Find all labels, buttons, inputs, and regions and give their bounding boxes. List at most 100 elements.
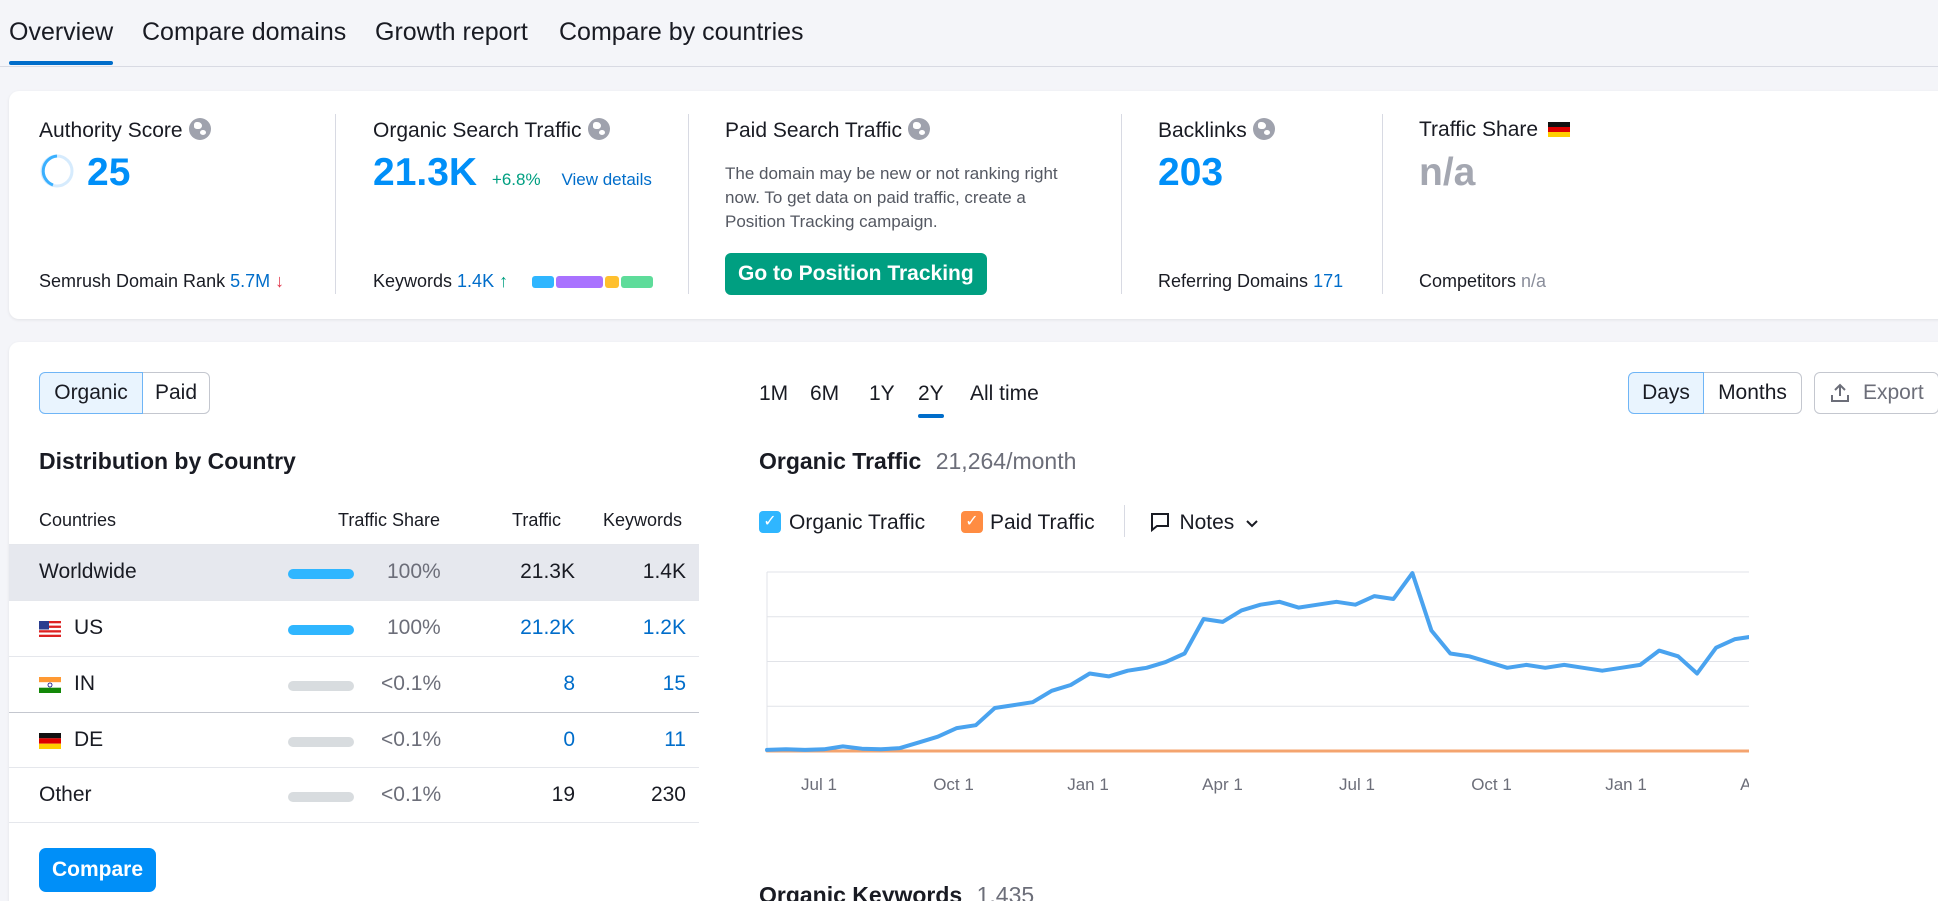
keywords-value[interactable]: 11: [664, 728, 686, 751]
legend-organic-traffic[interactable]: Organic Traffic: [789, 511, 926, 534]
table-row[interactable]: Other <0.1% 19 230: [9, 767, 699, 823]
table-row[interactable]: IN <0.1% 8 15: [9, 656, 699, 712]
germany-flag-icon: [39, 733, 61, 749]
months-toggle[interactable]: Months: [1703, 372, 1802, 414]
share-value: <0.1%: [381, 672, 442, 695]
arrow-up-icon: ↑: [499, 271, 509, 291]
keywords-value: 1.4K: [642, 560, 686, 583]
country-name: Other: [39, 783, 92, 806]
col-traffic[interactable]: Traffic: [512, 510, 562, 530]
organic-traffic-checkbox[interactable]: ✓: [759, 511, 781, 533]
globe-icon[interactable]: [188, 118, 211, 140]
period-1m[interactable]: 1M: [759, 382, 789, 405]
traffic-value: 19: [551, 783, 575, 806]
period-2y[interactable]: 2Y: [918, 382, 944, 418]
traffic-value: 21.3K: [520, 560, 575, 583]
organic-traffic-value[interactable]: 21.3K: [373, 151, 478, 194]
traffic-value[interactable]: 8: [563, 672, 575, 695]
competitors-label: Competitors: [1419, 271, 1517, 291]
backlinks-label: Backlinks: [1158, 119, 1247, 142]
paid-traffic-label-wrap: Paid Search Traffic: [725, 118, 931, 143]
traffic-value[interactable]: 0: [563, 728, 575, 751]
legend-paid-traffic[interactable]: Paid Traffic: [990, 511, 1095, 534]
period-all-time[interactable]: All time: [970, 382, 1039, 405]
globe-icon[interactable]: [1252, 118, 1275, 140]
x-tick-label: Apr 1: [1740, 775, 1749, 794]
globe-icon[interactable]: [908, 118, 931, 140]
traffic-share-label-wrap: Traffic Share: [1419, 118, 1570, 142]
table-row[interactable]: DE <0.1% 0 11: [9, 712, 699, 768]
domain-rank-value[interactable]: 5.7M: [230, 271, 271, 291]
table-row[interactable]: Worldwide 100% 21.3K 1.4K: [9, 544, 699, 600]
globe-icon[interactable]: [587, 118, 610, 140]
period-6m[interactable]: 6M: [810, 382, 840, 405]
x-tick-label: Apr 1: [1202, 775, 1243, 794]
organic-traffic-label: Organic Search Traffic: [373, 119, 582, 142]
keyword-intent-bar: [621, 276, 653, 288]
divider: [1121, 114, 1122, 294]
summary-card: Authority Score 25 Semrush Domain Rank 5…: [9, 91, 1938, 319]
domain-rank-label: Semrush Domain Rank: [39, 271, 226, 291]
keyword-intent-bar: [556, 276, 603, 288]
authority-score-metric: Authority Score 25 Semrush Domain Rank 5…: [39, 91, 339, 319]
tab-compare-by-countries[interactable]: Compare by countries: [559, 18, 804, 46]
traffic-value[interactable]: 21.2K: [520, 616, 575, 639]
keywords-value[interactable]: 1.4K: [457, 271, 495, 291]
share-bar: [288, 792, 354, 802]
share-value: 100%: [387, 616, 441, 639]
tab-compare-domains[interactable]: Compare domains: [142, 18, 347, 46]
tab-growth-report[interactable]: Growth report: [375, 18, 528, 46]
keywords-value[interactable]: 1.2K: [642, 616, 686, 639]
days-toggle[interactable]: Days: [1628, 372, 1704, 414]
authority-score-label-wrap: Authority Score: [39, 118, 211, 143]
referring-domains-value[interactable]: 171: [1313, 271, 1344, 291]
table-row[interactable]: US 100% 21.2K 1.2K: [9, 600, 699, 656]
organic-traffic-metric: Organic Search Traffic 21.3K +6.8% View …: [373, 91, 693, 319]
competitors-value: n/a: [1521, 271, 1547, 291]
traffic-share-label: Traffic Share: [1419, 118, 1539, 141]
share-bar: [288, 737, 354, 747]
us-flag-icon: [39, 621, 61, 637]
organic-toggle[interactable]: Organic: [39, 372, 143, 414]
paid-traffic-metric: Paid Search Traffic The domain may be ne…: [725, 91, 1085, 319]
x-tick-label: Oct 1: [1471, 775, 1512, 794]
x-tick-label: Jul 1: [801, 775, 837, 794]
share-value: <0.1%: [381, 728, 442, 751]
main-card: Organic Paid Distribution by Country Cou…: [9, 342, 1938, 901]
period-1y[interactable]: 1Y: [869, 382, 895, 405]
export-button[interactable]: Export: [1814, 372, 1938, 414]
organic-keywords-title: Organic Keywords: [759, 882, 963, 901]
col-keywords[interactable]: Keywords: [603, 510, 683, 530]
compare-button[interactable]: Compare: [39, 848, 157, 892]
traffic-share-metric: Traffic Share n/a Competitors n/a: [1419, 91, 1719, 319]
backlinks-metric: Backlinks 203 Referring Domains 171: [1158, 91, 1378, 319]
col-countries: Countries: [39, 510, 117, 530]
organic-keywords-title-row: Organic Keywords 1,435: [759, 882, 1034, 901]
view-details-link[interactable]: View details: [561, 170, 652, 189]
paid-traffic-label: Paid Search Traffic: [725, 119, 903, 142]
distribution-title: Distribution by Country: [39, 448, 296, 474]
top-nav: Overview Compare domains Growth report C…: [0, 0, 1938, 67]
share-bar: [288, 681, 354, 691]
backlinks-value[interactable]: 203: [1158, 151, 1224, 194]
paid-traffic-checkbox[interactable]: ✓: [961, 511, 983, 533]
referring-domains-label: Referring Domains: [1158, 271, 1309, 291]
organic-traffic-chart-value: 21,264/month: [935, 448, 1077, 474]
export-label: Export: [1863, 381, 1924, 404]
keywords-value[interactable]: 15: [662, 672, 686, 695]
keywords-row: Keywords 1.4K ↑: [373, 271, 508, 292]
paid-toggle[interactable]: Paid: [142, 372, 210, 414]
comment-icon: [1151, 513, 1169, 533]
col-traffic-share[interactable]: Traffic Share: [338, 510, 441, 530]
domain-rank: Semrush Domain Rank 5.7M ↓: [39, 271, 284, 292]
organic-keywords-value: 1,435: [976, 882, 1035, 901]
go-to-position-tracking-button[interactable]: Go to Position Tracking: [725, 253, 987, 295]
notes-dropdown[interactable]: Notes: [1149, 511, 1259, 535]
authority-score-value: 25: [87, 151, 131, 194]
tab-overview[interactable]: Overview: [9, 18, 114, 65]
keywords-value: 230: [650, 783, 686, 806]
germany-flag-icon: [1547, 122, 1570, 137]
competitors: Competitors n/a: [1419, 271, 1546, 292]
india-flag-icon: [39, 677, 61, 693]
